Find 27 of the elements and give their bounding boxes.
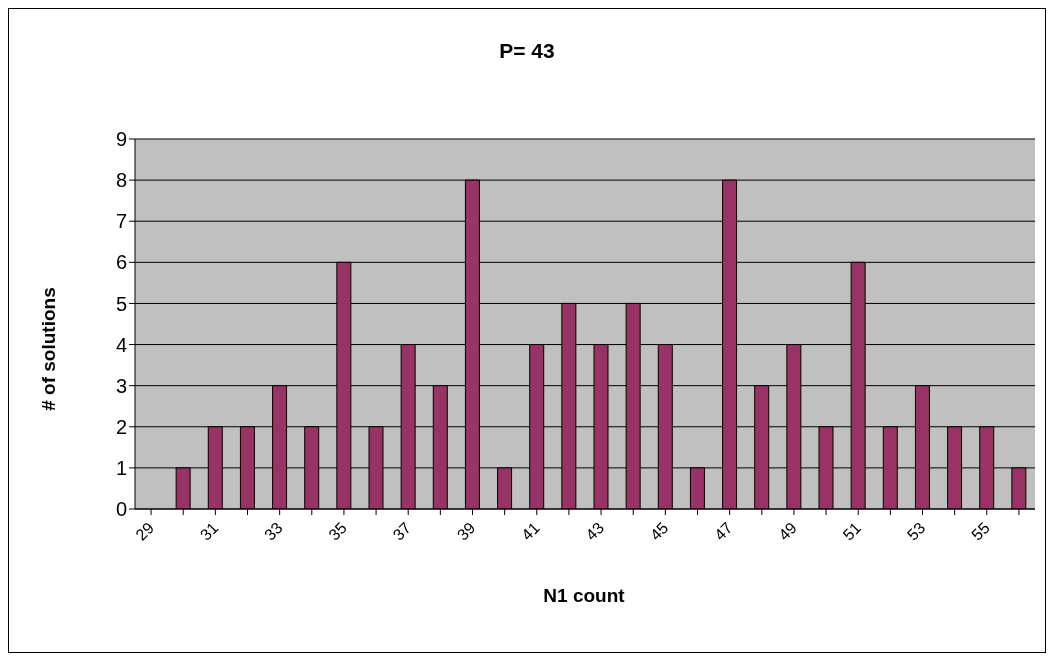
x-tick-label: 45 <box>646 518 672 544</box>
x-tick-label: 55 <box>968 518 993 544</box>
y-tick-label: 6 <box>115 251 127 274</box>
chart-title: P= 43 <box>498 39 556 63</box>
y-tick-label: 4 <box>115 333 127 356</box>
y-tick-label: 7 <box>115 210 127 233</box>
x-tick-label: 41 <box>518 518 543 544</box>
y-tick-label: 9 <box>115 128 127 151</box>
x-tick-label: 47 <box>711 518 736 544</box>
x-tick-label: 33 <box>261 518 286 544</box>
x-tick-label: 49 <box>775 518 801 544</box>
y-tick-label: 2 <box>115 415 127 438</box>
y-axis-title: # of solutions <box>38 287 60 411</box>
x-tick-label: 51 <box>839 518 865 544</box>
x-tick-label: 39 <box>453 518 479 544</box>
y-tick-label: 0 <box>115 498 127 521</box>
y-tick-label: 5 <box>115 292 127 315</box>
x-tick-label: 53 <box>903 518 929 544</box>
x-tick-label: 31 <box>196 518 222 544</box>
y-tick-label: 3 <box>115 374 127 397</box>
y-tick-label: 1 <box>115 456 127 479</box>
x-tick-label: 37 <box>389 518 415 544</box>
x-tick-label: 35 <box>325 518 351 544</box>
x-axis-title: N1 count <box>542 585 626 607</box>
y-tick-label: 8 <box>115 169 127 192</box>
x-tick-label: 29 <box>132 518 158 544</box>
x-tick-label: 43 <box>582 518 608 544</box>
